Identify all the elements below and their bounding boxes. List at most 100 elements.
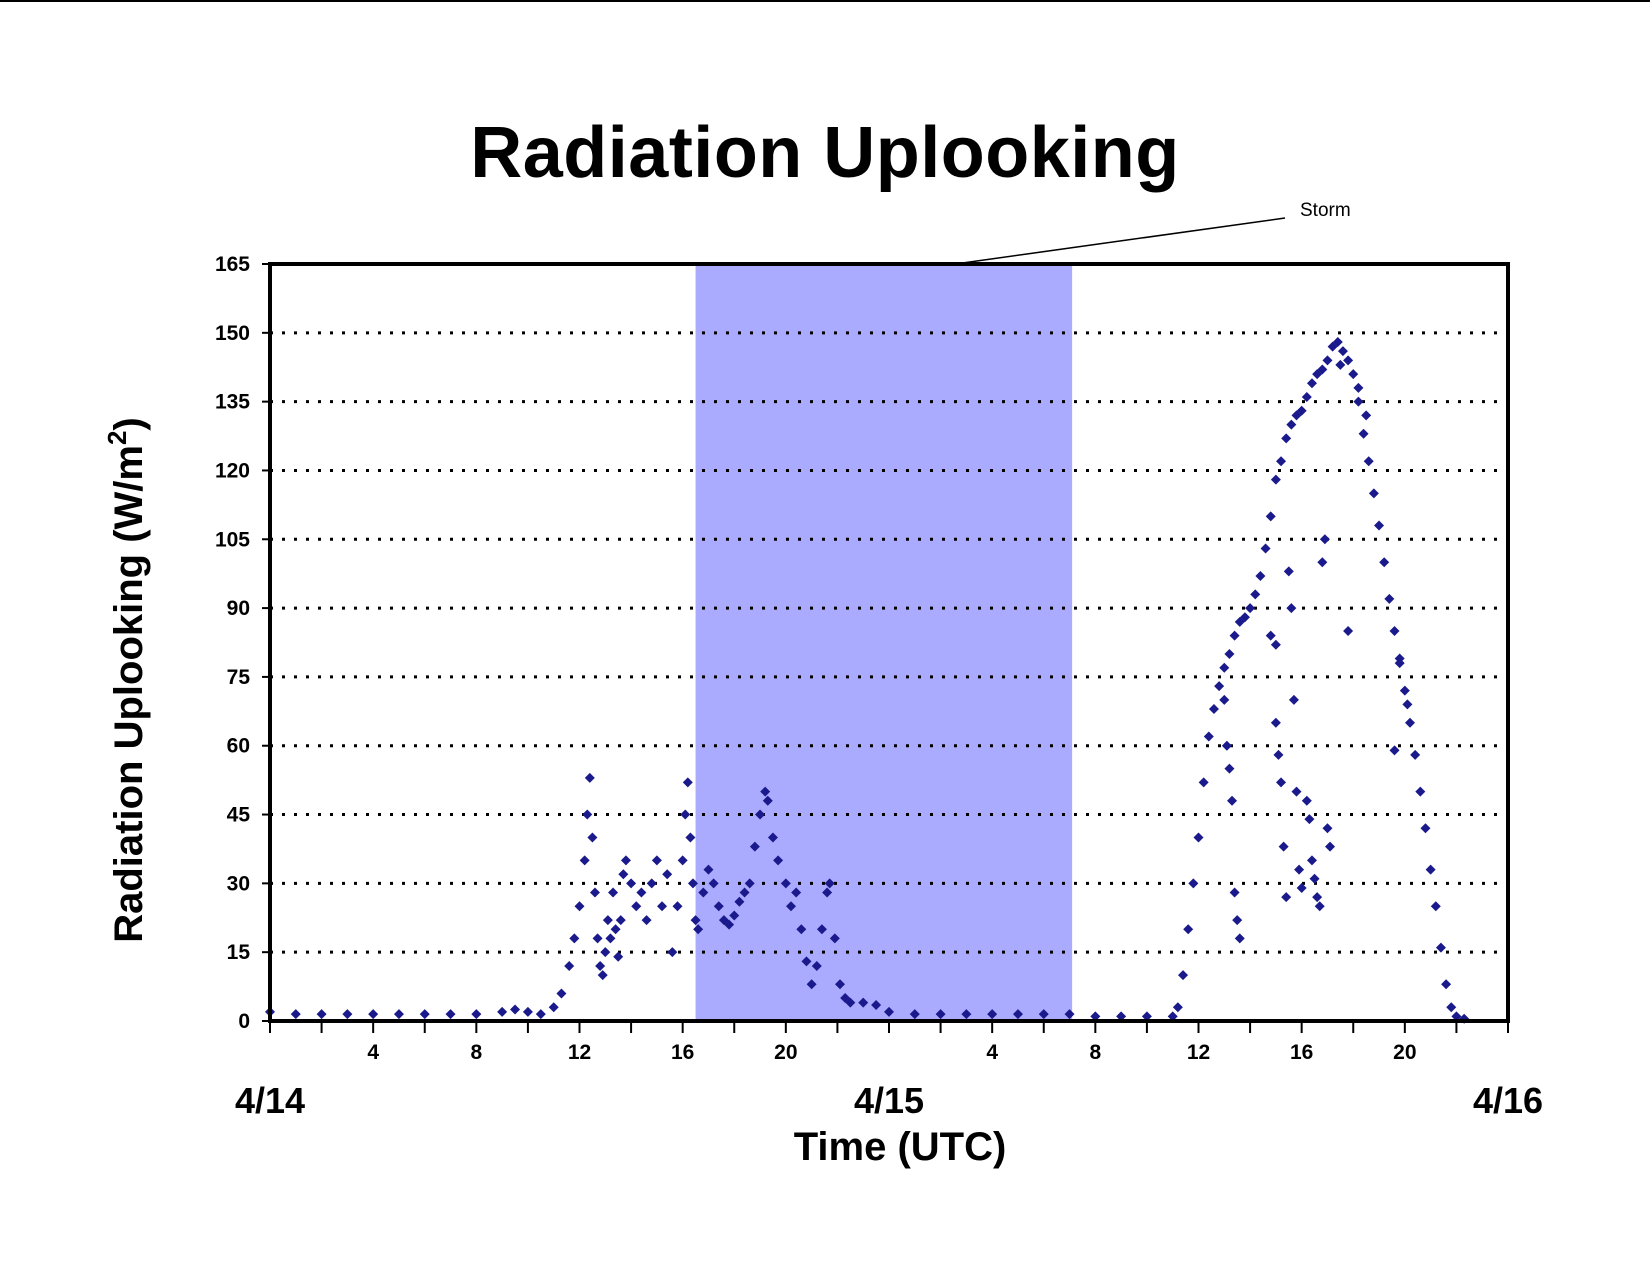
data-point [1317, 557, 1327, 567]
data-point [1294, 865, 1304, 875]
x-tick-label: 16 [1290, 1041, 1313, 1064]
data-point [1245, 603, 1255, 613]
y-tick-label: 90 [227, 597, 250, 620]
data-point [1227, 796, 1237, 806]
x-tick-label: 8 [1089, 1041, 1101, 1064]
data-point [1374, 521, 1384, 531]
data-point [631, 901, 641, 911]
data-point [1273, 750, 1283, 760]
data-point [1369, 488, 1379, 498]
data-point [1343, 626, 1353, 636]
x-tick-label: 12 [568, 1041, 591, 1064]
storm-band-layer [696, 264, 1073, 1021]
data-point [1322, 355, 1332, 365]
data-point [1405, 718, 1415, 728]
data-point [1307, 378, 1317, 388]
data-point [652, 855, 662, 865]
data-point [1276, 456, 1286, 466]
data-point [618, 869, 628, 879]
data-point [1400, 686, 1410, 696]
data-point [678, 855, 688, 865]
data-point [1289, 695, 1299, 705]
x-axis-title: Time (UTC) [794, 1125, 1007, 1169]
data-point [1232, 915, 1242, 925]
data-point [1204, 732, 1214, 742]
data-point [613, 952, 623, 962]
x-day-label: 4/14 [235, 1080, 305, 1121]
data-point [1410, 750, 1420, 760]
data-point [1302, 796, 1312, 806]
data-point [1219, 695, 1229, 705]
x-tick-label: 20 [774, 1041, 797, 1064]
data-point [471, 1009, 481, 1019]
data-point [1315, 901, 1325, 911]
data-point [556, 988, 566, 998]
x-day-label: 4/15 [854, 1080, 924, 1121]
data-point [1178, 970, 1188, 980]
data-point [1325, 842, 1335, 852]
data-point [585, 773, 595, 783]
data-point [680, 810, 690, 820]
data-point [1266, 631, 1276, 641]
data-point [1312, 892, 1322, 902]
data-point [603, 915, 613, 925]
data-point [1286, 603, 1296, 613]
x-tick-label: 16 [671, 1041, 694, 1064]
y-tick-label: 165 [215, 253, 250, 276]
data-point [1338, 346, 1348, 356]
data-point [616, 915, 626, 925]
x-tick-label: 4 [986, 1041, 998, 1064]
data-point [1353, 383, 1363, 393]
data-point [1292, 787, 1302, 797]
data-point [1431, 901, 1441, 911]
data-point [1173, 1002, 1183, 1012]
y-tick-label: 105 [215, 528, 250, 551]
data-point [1209, 704, 1219, 714]
x-day-label: 4/16 [1473, 1080, 1543, 1121]
data-point [598, 970, 608, 980]
data-point [317, 1009, 327, 1019]
data-point [605, 933, 615, 943]
y-tick-label: 45 [227, 804, 251, 827]
data-point [1214, 681, 1224, 691]
data-point [1364, 456, 1374, 466]
data-point [523, 1007, 533, 1017]
data-point [1353, 397, 1363, 407]
data-point [1390, 626, 1400, 636]
data-point [673, 901, 683, 911]
data-point [1320, 534, 1330, 544]
data-point [536, 1009, 546, 1019]
data-point [446, 1009, 456, 1019]
data-point [549, 1002, 559, 1012]
data-point [1415, 787, 1425, 797]
storm-band [696, 264, 1073, 1021]
data-point [1446, 1002, 1456, 1012]
data-point [1255, 571, 1265, 581]
x-tick-label: 4 [367, 1041, 379, 1064]
data-point [291, 1009, 301, 1019]
data-point [593, 933, 603, 943]
data-point [1359, 429, 1369, 439]
data-point [342, 1009, 352, 1019]
data-point [595, 961, 605, 971]
data-point [580, 855, 590, 865]
data-point [662, 869, 672, 879]
data-point [626, 878, 636, 888]
data-point [1224, 764, 1234, 774]
data-point [1199, 777, 1209, 787]
y-tick-label: 15 [227, 941, 251, 964]
data-point [569, 933, 579, 943]
data-point [1183, 924, 1193, 934]
data-point [685, 832, 695, 842]
data-point [683, 777, 693, 787]
data-point [1361, 410, 1371, 420]
data-point [600, 947, 610, 957]
data-point [1222, 741, 1232, 751]
data-point [1250, 589, 1260, 599]
data-point [642, 915, 652, 925]
data-point [1266, 511, 1276, 521]
data-point [1343, 355, 1353, 365]
data-point [1335, 360, 1345, 370]
data-point [608, 888, 618, 898]
